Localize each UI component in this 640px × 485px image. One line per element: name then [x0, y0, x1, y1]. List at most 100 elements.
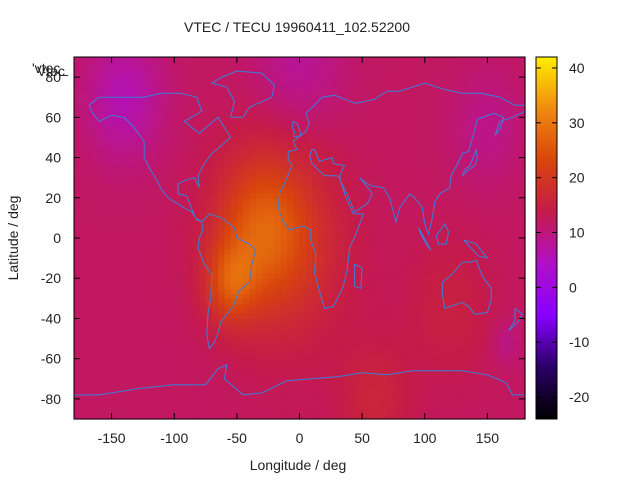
heatmap-cell: [305, 232, 313, 239]
heatmap-cell: [293, 248, 301, 254]
heatmap-cell: [393, 142, 401, 149]
heatmap-cell: [362, 293, 369, 299]
heatmap-cell: [424, 142, 432, 149]
heatmap-cell: [268, 67, 276, 73]
heatmap-cell: [499, 398, 507, 405]
heatmap-cell: [355, 157, 363, 164]
heatmap-cell: [111, 343, 119, 350]
heatmap-cell: [337, 323, 344, 330]
heatmap-cell: [243, 308, 250, 315]
heatmap-cell: [368, 142, 376, 149]
heatmap-cell: [418, 212, 426, 219]
heatmap-cell: [92, 152, 100, 159]
heatmap-cell: [92, 398, 100, 405]
heatmap-cell: [374, 238, 382, 244]
heatmap-cell: [330, 187, 338, 194]
heatmap-cell: [437, 152, 445, 159]
heatmap-cell: [412, 398, 420, 405]
heatmap-cell: [318, 328, 326, 335]
heatmap-cell: [374, 197, 382, 204]
heatmap-cell: [92, 273, 100, 279]
heatmap-cell: [418, 363, 426, 370]
heatmap-cell: [368, 393, 376, 400]
heatmap-cell: [117, 127, 125, 134]
heatmap-cell: [412, 378, 420, 385]
heatmap-cell: [174, 147, 182, 154]
heatmap-cell: [337, 227, 344, 234]
heatmap-cell: [230, 127, 238, 134]
heatmap-cell: [399, 333, 407, 340]
heatmap-cell: [437, 343, 445, 350]
heatmap-cell: [374, 353, 382, 360]
heatmap-cell: [111, 147, 119, 154]
heatmap-cell: [249, 232, 257, 239]
heatmap-cell: [431, 253, 438, 259]
heatmap-cell: [374, 62, 382, 68]
heatmap-cell: [286, 97, 294, 103]
heatmap-cell: [355, 77, 363, 83]
heatmap-cell: [431, 222, 438, 229]
heatmap-cell: [493, 97, 501, 103]
heatmap-cell: [293, 293, 301, 299]
heatmap-cell: [130, 212, 138, 219]
heatmap-cell: [74, 248, 81, 254]
heatmap-cell: [136, 232, 144, 239]
heatmap-cell: [174, 222, 182, 229]
heatmap-cell: [274, 368, 282, 375]
heatmap-cell: [199, 288, 207, 294]
heatmap-cell: [399, 403, 407, 410]
heatmap-cell: [149, 288, 157, 294]
heatmap-cell: [305, 363, 313, 370]
heatmap-cell: [236, 127, 244, 134]
heatmap-cell: [193, 263, 200, 269]
heatmap-cell: [167, 288, 175, 294]
heatmap-cell: [456, 227, 463, 234]
heatmap-cell: [124, 132, 131, 139]
heatmap-cell: [230, 67, 238, 73]
heatmap-cell: [230, 117, 238, 123]
heatmap-cell: [99, 212, 106, 219]
heatmap-cell: [355, 92, 363, 98]
heatmap-cell: [493, 87, 501, 93]
heatmap-cell: [199, 363, 207, 370]
heatmap-cell: [418, 318, 426, 325]
heatmap-cell: [236, 62, 244, 68]
heatmap-cell: [80, 358, 88, 365]
heatmap-cell: [105, 328, 113, 335]
heatmap-cell: [362, 378, 369, 385]
heatmap-cell: [199, 172, 207, 179]
heatmap-cell: [249, 353, 257, 360]
heatmap-cell: [299, 197, 307, 204]
heatmap-cell: [443, 77, 451, 83]
heatmap-cell: [343, 318, 351, 325]
heatmap-cell: [362, 207, 369, 214]
heatmap-cell: [261, 92, 269, 98]
heatmap-cell: [236, 243, 244, 249]
heatmap-cell: [186, 298, 194, 304]
heatmap-cell: [174, 258, 182, 264]
heatmap-cell: [142, 177, 150, 184]
heatmap-cell: [111, 298, 119, 304]
heatmap-cell: [286, 142, 294, 149]
heatmap-cell: [174, 172, 182, 179]
heatmap-cell: [418, 333, 426, 340]
heatmap-cell: [255, 202, 263, 209]
heatmap-cell: [424, 393, 432, 400]
heatmap-cell: [224, 358, 232, 365]
heatmap-cell: [136, 333, 144, 340]
heatmap-cell: [462, 187, 470, 194]
heatmap-cell: [456, 358, 463, 365]
heatmap-cell: [142, 323, 150, 330]
heatmap-cell: [199, 388, 207, 395]
heatmap-cell: [355, 57, 363, 63]
heatmap-cell: [99, 147, 106, 154]
heatmap-cell: [224, 202, 232, 209]
heatmap-cell: [236, 378, 244, 385]
heatmap-cell: [431, 238, 438, 244]
heatmap-cell: [286, 92, 294, 98]
heatmap-cell: [261, 253, 269, 259]
heatmap-cell: [74, 192, 81, 199]
heatmap-cell: [405, 67, 413, 73]
heatmap-cell: [180, 167, 188, 174]
heatmap-cell: [487, 273, 495, 279]
